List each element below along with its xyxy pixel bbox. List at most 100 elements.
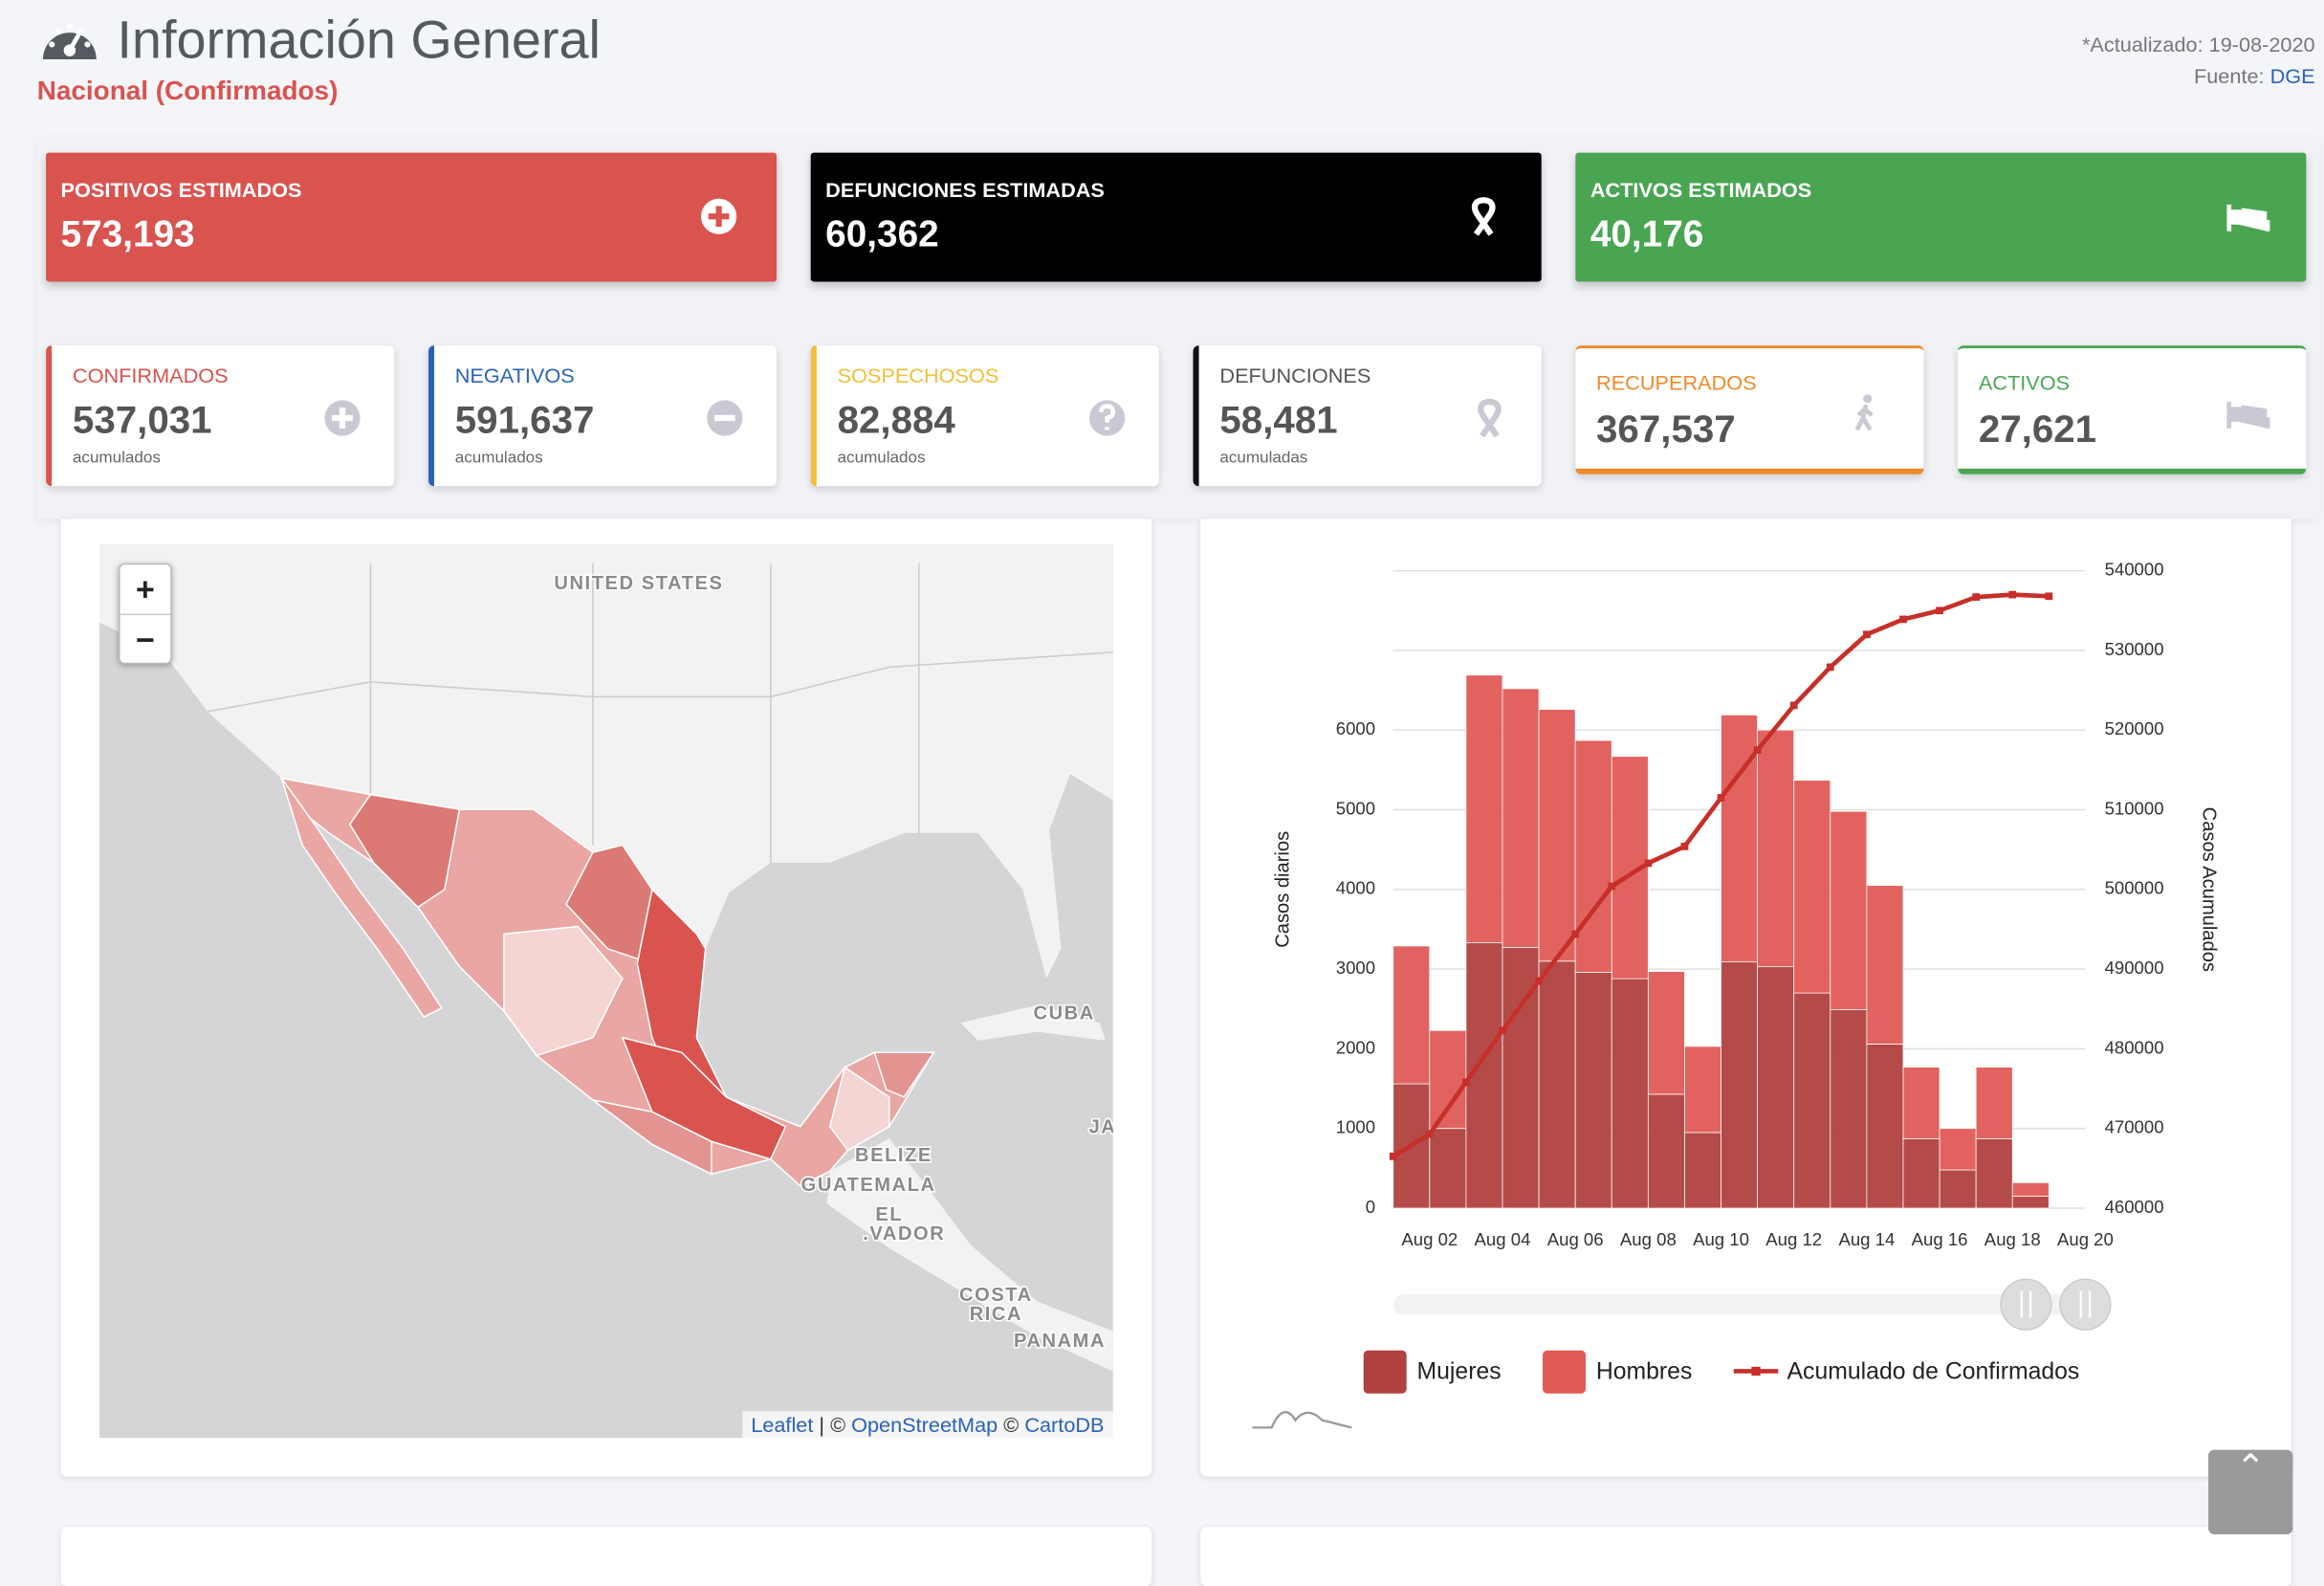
y2-tick-label: 500000 xyxy=(2105,878,2164,898)
summary-card: POSITIVOS ESTIMADOS 573,193 xyxy=(46,152,778,282)
icon-bed xyxy=(2226,204,2270,231)
bar xyxy=(1757,729,1795,968)
summary-card: DEFUNCIONES ESTIMADAS 60,362 xyxy=(810,152,1542,282)
card-title: DEFUNCIONES ESTIMADAS xyxy=(825,177,1105,202)
line-marker xyxy=(1425,1130,1434,1138)
map-label: JA xyxy=(1089,1117,1113,1138)
border xyxy=(207,651,1113,713)
bar xyxy=(1975,1138,2013,1209)
bar xyxy=(1684,1132,1721,1209)
line-marker xyxy=(1826,663,1834,672)
y2-axis-title: Casos Acumulados xyxy=(2199,807,2220,972)
bar xyxy=(1647,1093,1685,1209)
icon-ribbon xyxy=(1471,197,1496,236)
map-label: RICA xyxy=(970,1304,1022,1325)
source: Fuente: DGE xyxy=(2082,61,2315,93)
x-tick-label: Aug 16 xyxy=(1912,1229,1968,1249)
attribution-link[interactable]: OpenStreetMap xyxy=(851,1412,998,1437)
map-label: PANAMA xyxy=(1014,1331,1106,1352)
card-icon xyxy=(1089,400,1126,436)
bar xyxy=(1611,978,1649,1209)
card-note: acumulados xyxy=(72,449,161,468)
y2-tick-label: 530000 xyxy=(2105,639,2164,659)
y2-tick-label: 480000 xyxy=(2105,1037,2164,1057)
y2-tick-label: 520000 xyxy=(2105,718,2164,738)
bar xyxy=(2011,1181,2050,1197)
x-tick-label: Aug 12 xyxy=(1765,1229,1822,1249)
bottom-panel xyxy=(60,1527,1152,1586)
bar xyxy=(1939,1169,1977,1209)
region xyxy=(873,1051,935,1098)
map-label: UNITED STATES xyxy=(554,573,723,594)
y-tick-label: 4000 xyxy=(1336,878,1375,898)
detail-card: ACTIVOS 27,621 xyxy=(1958,345,2307,474)
icon-bed xyxy=(2226,401,2270,429)
bar xyxy=(1647,971,1685,1095)
zoom-out[interactable]: − xyxy=(135,621,155,659)
line-marker xyxy=(1644,859,1653,868)
legend-marker xyxy=(1751,1366,1761,1377)
detail-card: RECUPERADOS 367,537 xyxy=(1575,345,1924,474)
icon-bar xyxy=(339,408,346,429)
navigator-handle xyxy=(2059,1278,2112,1331)
zoom-in[interactable]: + xyxy=(120,564,171,616)
y-tick-label: 1000 xyxy=(1336,1117,1375,1137)
update-info: *Actualizado: 19-08-2020 Fuente: DGE xyxy=(2082,30,2315,92)
line-marker xyxy=(2045,592,2053,601)
line-marker xyxy=(1389,1152,1397,1160)
bar xyxy=(1830,810,1868,1010)
legend-label: Hombres xyxy=(1596,1359,1693,1385)
region xyxy=(348,793,461,909)
attribution-link[interactable]: CartoDB xyxy=(1024,1412,1105,1437)
card-icon xyxy=(2226,401,2270,429)
x-tick-label: Aug 06 xyxy=(1547,1229,1604,1249)
source-link[interactable]: DGE xyxy=(2269,63,2315,88)
card-value: 27,621 xyxy=(1978,406,2097,452)
map-label: COSTA xyxy=(959,1285,1033,1306)
x-tick-label: Aug 20 xyxy=(2057,1229,2114,1249)
y-tick-label: 0 xyxy=(1366,1197,1375,1217)
icon-bar xyxy=(713,414,735,422)
card-value: 537,031 xyxy=(72,397,212,442)
legend-swatch xyxy=(1543,1350,1586,1394)
bar xyxy=(1574,739,1612,973)
land xyxy=(99,543,1113,979)
bar xyxy=(1429,1029,1467,1130)
updated-date: *Actualizado: 19-08-2020 xyxy=(2081,33,2315,56)
navigator-track xyxy=(1392,1293,2086,1315)
card-icon xyxy=(701,198,737,234)
line-marker xyxy=(1899,615,1907,624)
region xyxy=(503,925,624,1057)
icon-q xyxy=(1099,404,1116,430)
land xyxy=(826,1138,1113,1372)
card-title: RECUPERADOS xyxy=(1596,370,1757,395)
bar xyxy=(1975,1067,2013,1139)
map-label: BELIZE xyxy=(855,1145,932,1166)
card-value: 367,537 xyxy=(1596,406,1736,452)
line-marker xyxy=(1680,842,1689,850)
legend-label: Mujeres xyxy=(1417,1359,1502,1385)
card-title: CONFIRMADOS xyxy=(72,363,229,387)
card-note: acumulados xyxy=(454,449,543,468)
detail-card: DEFUNCIONES 58,481 acumuladas xyxy=(1193,345,1542,487)
attribution-link[interactable]: Leaflet xyxy=(751,1412,814,1437)
map-attribution: Leaflet | © OpenStreetMap © CartoDB xyxy=(741,1411,1113,1439)
card-value: 573,193 xyxy=(60,213,195,255)
y2-tick-label: 490000 xyxy=(2105,958,2164,978)
map[interactable]: UNITED STATES CUBA BELIZE GUATEMALA EL.VADOR… xyxy=(99,543,1113,1439)
land xyxy=(960,1004,1107,1041)
card-note: acumuladas xyxy=(1219,449,1308,468)
card-icon xyxy=(707,400,743,436)
region xyxy=(592,1099,713,1176)
bar xyxy=(1939,1128,1977,1171)
summary-card: ACTIVOS ESTIMADOS 40,176 xyxy=(1575,152,2307,282)
scroll-top-button[interactable]: ⌃ xyxy=(2208,1449,2293,1534)
source-label: Fuente: xyxy=(2193,63,2265,88)
detail-card: CONFIRMADOS 537,031 acumulados xyxy=(46,345,395,487)
card-icon xyxy=(324,400,361,436)
card-icon xyxy=(1471,197,1496,236)
line-marker xyxy=(1499,1026,1506,1035)
line-marker xyxy=(1535,977,1543,985)
bar xyxy=(1866,1044,1904,1209)
